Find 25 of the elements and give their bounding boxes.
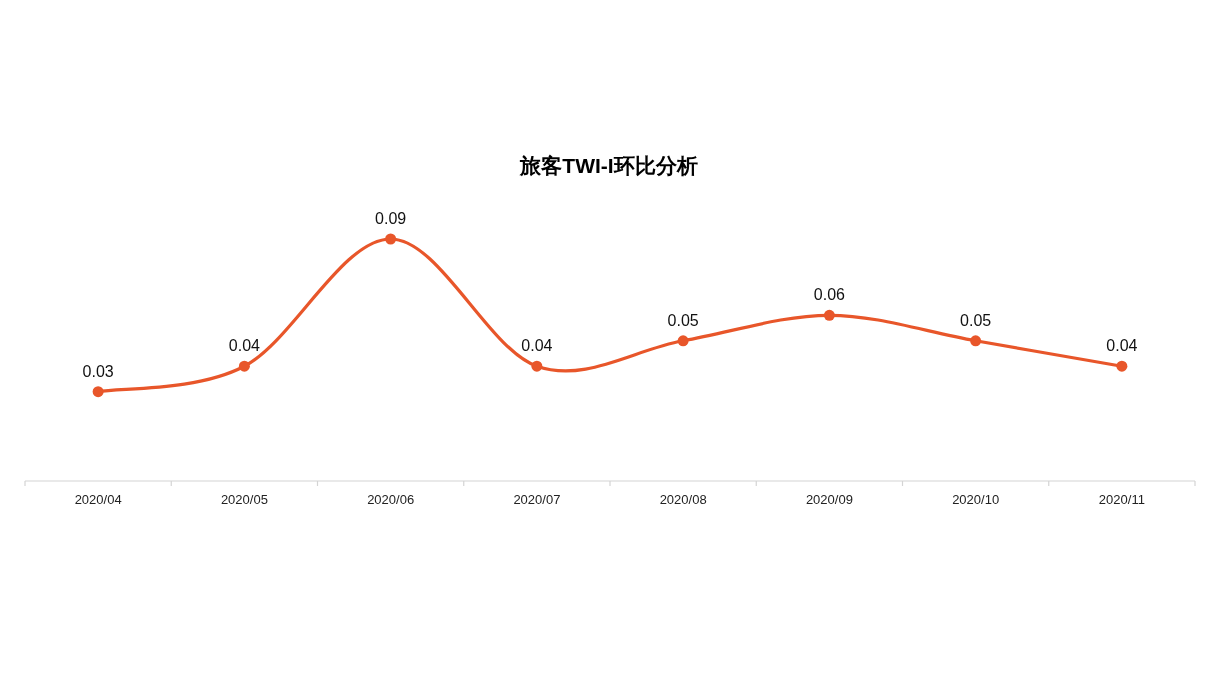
chart-title: 旅客TWI-I环比分析 xyxy=(519,154,698,177)
data-label: 0.06 xyxy=(813,286,846,304)
x-tick-label: 2020/08 xyxy=(659,492,707,507)
data-label: 0.09 xyxy=(375,210,407,227)
x-tick-label: 2020/07 xyxy=(513,492,561,507)
x-tick-label: 2020/11 xyxy=(1098,492,1145,507)
point xyxy=(677,335,689,347)
point xyxy=(970,335,982,347)
x-tick-label: 2020/04 xyxy=(74,492,122,507)
data-label: 0.03 xyxy=(82,362,114,380)
x-tick-label: 2020/05 xyxy=(220,492,268,507)
point xyxy=(1116,360,1128,372)
point xyxy=(531,360,543,372)
x-tick-label: 2020/10 xyxy=(952,492,1000,507)
point xyxy=(92,386,104,398)
data-label: 0.04 xyxy=(228,337,261,355)
data-label: 0.04 xyxy=(1106,337,1138,355)
point xyxy=(823,309,835,321)
x-tick-label: 2020/09 xyxy=(805,492,853,507)
data-label: 0.05 xyxy=(667,311,699,329)
data-label: 0.04 xyxy=(521,337,553,355)
data-label: 0.05 xyxy=(960,311,992,329)
x-tick-label: 2020/06 xyxy=(367,492,415,507)
point xyxy=(385,233,397,245)
point xyxy=(238,360,250,372)
